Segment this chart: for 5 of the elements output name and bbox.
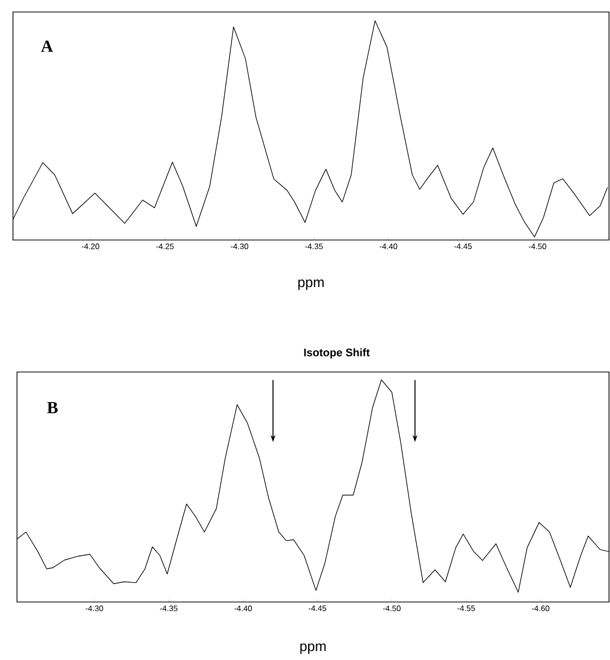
annotation: B — [47, 402, 58, 414]
chart-title: Isotope Shift — [304, 348, 370, 359]
x-axis-title: ppm — [300, 643, 326, 654]
annotation: A — [41, 40, 53, 52]
x-axis-title: ppm — [298, 280, 324, 290]
